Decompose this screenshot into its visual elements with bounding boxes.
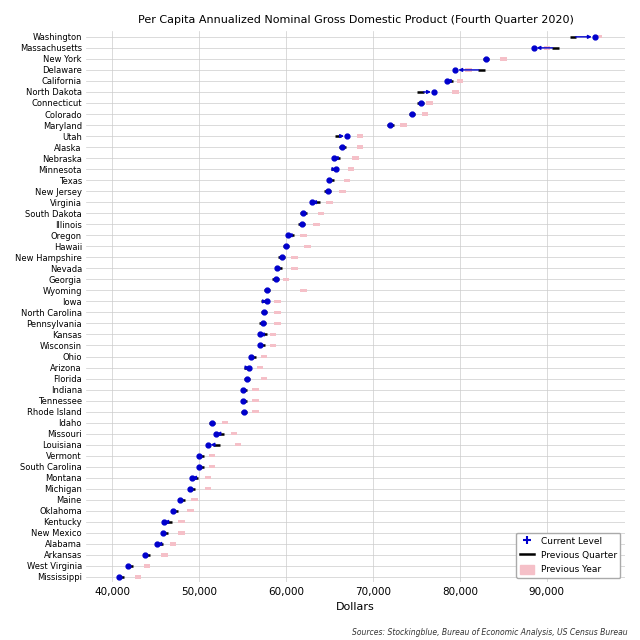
FancyBboxPatch shape <box>209 454 215 458</box>
FancyBboxPatch shape <box>400 124 406 127</box>
FancyBboxPatch shape <box>300 289 307 292</box>
FancyBboxPatch shape <box>313 223 319 226</box>
FancyBboxPatch shape <box>348 168 355 171</box>
FancyBboxPatch shape <box>300 234 307 237</box>
FancyBboxPatch shape <box>326 200 333 204</box>
FancyBboxPatch shape <box>274 300 280 303</box>
FancyBboxPatch shape <box>356 134 363 138</box>
FancyBboxPatch shape <box>143 564 150 568</box>
FancyBboxPatch shape <box>230 432 237 435</box>
FancyBboxPatch shape <box>179 520 185 524</box>
FancyBboxPatch shape <box>422 113 428 116</box>
FancyBboxPatch shape <box>291 255 298 259</box>
FancyBboxPatch shape <box>261 355 268 358</box>
FancyBboxPatch shape <box>274 311 280 314</box>
X-axis label: Dollars: Dollars <box>336 602 375 612</box>
FancyBboxPatch shape <box>261 377 268 380</box>
FancyBboxPatch shape <box>283 278 289 281</box>
FancyBboxPatch shape <box>426 101 433 104</box>
FancyBboxPatch shape <box>352 156 359 160</box>
FancyBboxPatch shape <box>291 267 298 270</box>
FancyBboxPatch shape <box>209 465 215 468</box>
FancyBboxPatch shape <box>452 90 459 93</box>
FancyBboxPatch shape <box>543 46 550 49</box>
FancyBboxPatch shape <box>187 509 193 513</box>
FancyBboxPatch shape <box>339 189 346 193</box>
FancyBboxPatch shape <box>191 498 198 502</box>
FancyBboxPatch shape <box>257 366 263 369</box>
FancyBboxPatch shape <box>252 399 259 402</box>
Legend: Current Level, Previous Quarter, Previous Year: Current Level, Previous Quarter, Previou… <box>516 532 621 578</box>
FancyBboxPatch shape <box>161 554 168 557</box>
FancyBboxPatch shape <box>252 410 259 413</box>
FancyBboxPatch shape <box>344 179 350 182</box>
FancyBboxPatch shape <box>465 68 472 72</box>
FancyBboxPatch shape <box>222 421 228 424</box>
FancyBboxPatch shape <box>269 344 276 347</box>
FancyBboxPatch shape <box>170 542 176 545</box>
FancyBboxPatch shape <box>596 35 602 38</box>
FancyBboxPatch shape <box>269 333 276 336</box>
FancyBboxPatch shape <box>179 531 185 534</box>
FancyBboxPatch shape <box>205 476 211 479</box>
FancyBboxPatch shape <box>205 487 211 490</box>
FancyBboxPatch shape <box>456 79 463 83</box>
Text: Sources: Stockingblue, Bureau of Economic Analysis, US Census Bureau: Sources: Stockingblue, Bureau of Economi… <box>351 628 627 637</box>
FancyBboxPatch shape <box>305 244 311 248</box>
FancyBboxPatch shape <box>500 57 506 61</box>
FancyBboxPatch shape <box>135 575 141 579</box>
FancyBboxPatch shape <box>274 322 280 325</box>
FancyBboxPatch shape <box>356 145 363 148</box>
Title: Per Capita Annualized Nominal Gross Domestic Product (Fourth Quarter 2020): Per Capita Annualized Nominal Gross Dome… <box>138 15 573 25</box>
FancyBboxPatch shape <box>235 443 241 446</box>
FancyBboxPatch shape <box>317 212 324 215</box>
FancyBboxPatch shape <box>252 388 259 391</box>
